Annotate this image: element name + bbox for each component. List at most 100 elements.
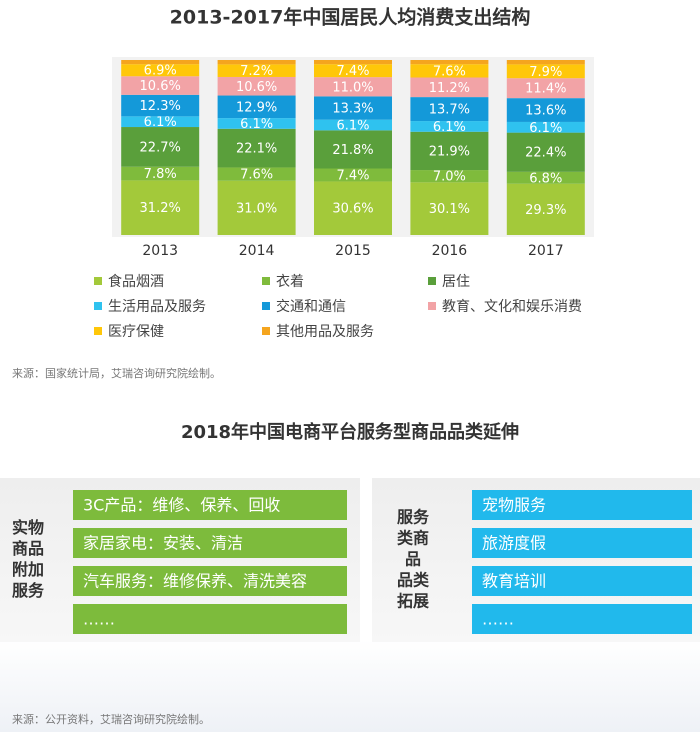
item-label: 旅游度假 [482, 534, 546, 553]
data-label: 6.1% [240, 117, 273, 132]
bar-segment [410, 170, 489, 183]
legend-label: 交通和通信 [276, 298, 346, 315]
bar-segment [410, 131, 489, 171]
data-label: 6.8% [529, 171, 562, 186]
legend-swatch [428, 302, 436, 310]
item-label: 汽车服务：维修保养、清洗美容 [83, 572, 307, 591]
data-label: 10.6% [236, 80, 277, 95]
bar-segment [506, 171, 585, 184]
legend-label: 生活用品及服务 [108, 299, 206, 315]
data-label: 13.6% [525, 104, 566, 119]
diagram-title: 2018年中国电商平台服务型商品品类延伸 [181, 421, 519, 443]
legend-swatch [94, 327, 102, 335]
data-label: 31.0% [236, 201, 277, 216]
data-label: 7.0% [433, 170, 466, 185]
data-label: 10.6% [140, 79, 181, 94]
data-label: 29.3% [525, 203, 566, 218]
data-label: 7.6% [240, 168, 273, 183]
bar-segment [217, 167, 296, 181]
bar-segment [217, 64, 296, 77]
item-label: 宠物服务 [482, 496, 546, 515]
data-label: 7.4% [336, 168, 369, 183]
item-box [73, 604, 347, 634]
item-box [472, 528, 692, 558]
data-label: 11.2% [429, 81, 470, 96]
bar-segment [314, 168, 392, 182]
legend-label: 居住 [442, 274, 470, 290]
bar-segment [410, 97, 489, 122]
legend-swatch [262, 277, 270, 285]
data-label: 21.9% [429, 144, 470, 159]
data-label: 6.1% [336, 119, 369, 134]
bar-segment [121, 94, 200, 117]
bar-segment [410, 121, 489, 132]
legend-swatch [94, 302, 102, 310]
side-label: 类商 [397, 529, 429, 548]
data-label: 7.4% [336, 64, 369, 79]
data-label: 7.2% [240, 64, 273, 79]
legend-swatch [262, 327, 270, 335]
bar-segment [121, 127, 200, 167]
bar-segment [121, 166, 200, 181]
bar-segment [506, 60, 585, 65]
side-label: 实物 [12, 518, 44, 537]
bar-segment [506, 132, 585, 172]
bar-segment [506, 183, 585, 235]
data-label: 7.9% [529, 65, 562, 80]
item-label: 家居家电：安装、清洁 [83, 534, 243, 553]
item-label: …… [482, 610, 514, 629]
data-label: 11.0% [332, 80, 373, 95]
side-label: 服务 [12, 581, 45, 600]
legend-swatch [262, 302, 270, 310]
item-box [472, 490, 692, 520]
bar-segment [121, 180, 200, 235]
side-label: 附加 [12, 560, 44, 579]
bar-segment [314, 181, 392, 235]
bar-segment [506, 98, 585, 122]
bar-segment [314, 96, 392, 120]
data-label: 7.8% [144, 167, 177, 182]
item-box [472, 604, 692, 634]
bar-segment [506, 121, 585, 133]
data-label: 22.1% [236, 142, 277, 157]
bar-segment [121, 64, 200, 77]
side-label: 拓展 [397, 592, 430, 611]
data-label: 7.6% [433, 64, 466, 79]
bar-segment [217, 76, 296, 96]
data-label: 21.8% [332, 143, 373, 158]
item-box [73, 490, 347, 520]
legend-swatch [94, 277, 102, 285]
bar-segment [217, 128, 296, 168]
legend-label: 教育、文化和娱乐消费 [442, 299, 582, 315]
data-label: 6.1% [144, 115, 177, 130]
data-label: 22.7% [140, 140, 181, 155]
item-label: 教育培训 [482, 572, 546, 591]
bar-segment [121, 116, 200, 128]
item-box [73, 566, 347, 596]
data-label: 12.3% [140, 99, 181, 114]
data-label: 6.1% [433, 120, 466, 135]
source: 来源：公开资料，艾瑞咨询研究院绘制。 [12, 712, 210, 726]
legend-swatch [428, 277, 436, 285]
bar-segment [217, 180, 296, 235]
chart-title: 2013-2017年中国居民人均消费支出结构 [170, 6, 531, 29]
side-label: 商品 [12, 539, 44, 558]
bar-segment [217, 60, 296, 65]
data-label: 30.1% [429, 202, 470, 217]
data-label: 11.4% [525, 82, 566, 97]
bar-segment [410, 60, 489, 65]
side-label: 品类 [397, 571, 430, 590]
x-tick-label: 2017 [528, 243, 564, 259]
data-label: 13.3% [332, 102, 373, 117]
legend-label: 其他用品及服务 [276, 324, 374, 340]
x-tick-label: 2016 [432, 243, 468, 259]
bar-segment [121, 76, 200, 95]
item-box [73, 528, 347, 558]
bar-segment [314, 64, 392, 78]
data-label: 6.1% [529, 121, 562, 136]
x-tick-label: 2015 [335, 243, 371, 259]
bar-segment [506, 64, 585, 79]
bar-segment [217, 118, 296, 129]
bar-segment [314, 130, 392, 169]
